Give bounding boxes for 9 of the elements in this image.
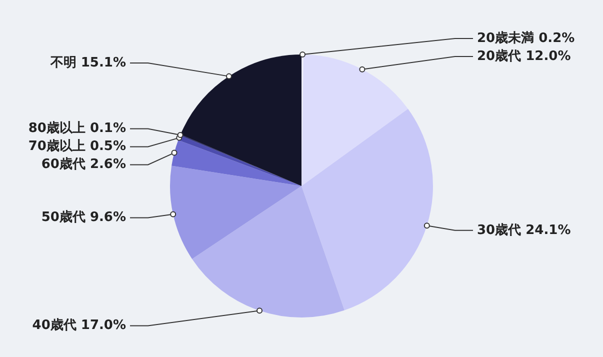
slice-label: 40歳代 17.0% [32, 318, 126, 334]
slice-label: 30歳代 24.1% [477, 222, 571, 238]
slice-label: 20歳代 12.0% [477, 48, 571, 64]
slice-label: 不明 15.1% [49, 55, 126, 70]
slice-label: 80歳以上 0.1% [28, 121, 126, 136]
slice-label: 60歳代 2.6% [41, 157, 126, 172]
slice-label: 20歳未満 0.2% [477, 30, 575, 46]
slice-label: 50歳代 9.6% [41, 210, 126, 226]
slice-label: 70歳以上 0.5% [28, 139, 126, 154]
